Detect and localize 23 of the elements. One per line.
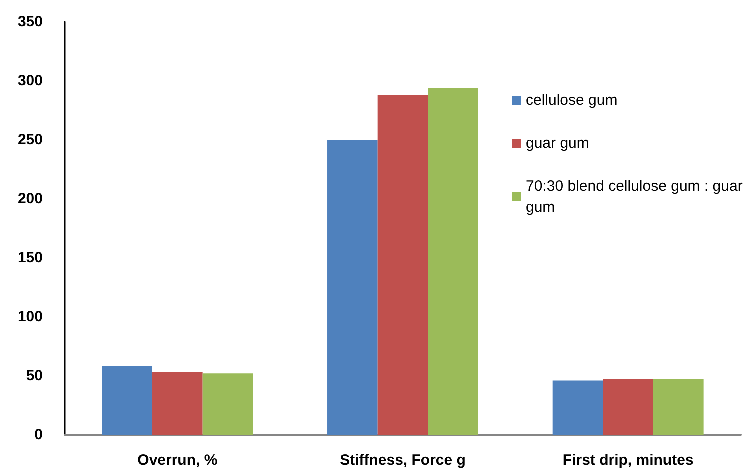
- y-tick-label: 0: [34, 426, 43, 444]
- bar: [328, 140, 378, 435]
- bar: [428, 88, 478, 435]
- bar: [603, 380, 654, 435]
- y-tick-label: 150: [18, 250, 43, 266]
- y-tick-label: 50: [26, 368, 43, 384]
- x-tick-label: First drip, minutes: [562, 452, 694, 469]
- bar: [152, 372, 203, 435]
- bar: [653, 380, 704, 435]
- legend-label: 70:30 blend cellulose gum : guar gum: [526, 178, 747, 216]
- y-tick-label: 250: [18, 132, 43, 148]
- bar: [378, 95, 428, 435]
- legend-label: guar gum: [526, 135, 590, 152]
- y-tick-label: 350: [18, 14, 43, 30]
- y-tick-label: 300: [18, 72, 43, 90]
- x-tick-label: Stiffness, Force g: [340, 452, 466, 469]
- bar: [202, 374, 254, 435]
- bar: [552, 380, 604, 435]
- x-tick-label: Overrun, %: [138, 452, 218, 469]
- bar: [102, 366, 153, 435]
- y-tick-label: 100: [18, 308, 43, 326]
- y-tick-label: 200: [18, 190, 43, 208]
- legend-label: cellulose gum: [526, 92, 618, 109]
